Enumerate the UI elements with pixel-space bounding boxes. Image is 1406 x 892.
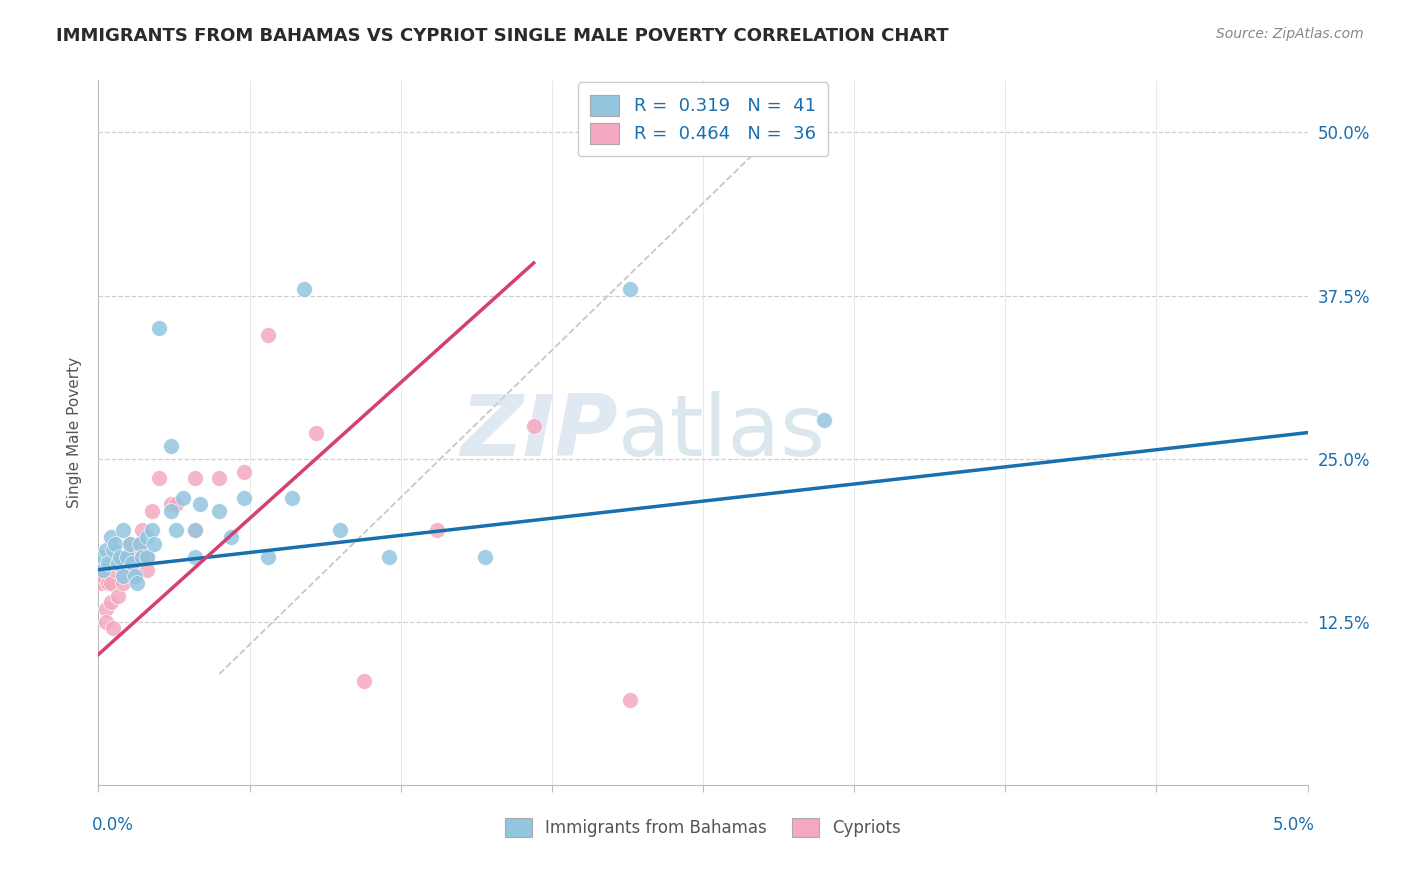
Point xyxy=(91,563,114,577)
Point xyxy=(124,569,146,583)
Point xyxy=(118,536,141,550)
Point xyxy=(305,425,328,440)
Point xyxy=(91,549,114,564)
Point xyxy=(97,575,120,590)
Point xyxy=(108,549,131,564)
Y-axis label: Single Male Poverty: Single Male Poverty xyxy=(67,357,83,508)
Point xyxy=(208,471,231,485)
Point xyxy=(619,282,641,296)
Point xyxy=(188,497,211,511)
Point xyxy=(128,536,150,550)
Point xyxy=(426,524,449,538)
Point xyxy=(141,524,163,538)
Point xyxy=(135,563,157,577)
Point xyxy=(208,504,231,518)
Point xyxy=(101,621,124,635)
Point xyxy=(135,549,157,564)
Point xyxy=(94,615,117,629)
Point xyxy=(100,595,122,609)
Point xyxy=(107,556,129,570)
Point xyxy=(128,536,150,550)
Point xyxy=(131,549,153,564)
Point xyxy=(104,536,127,550)
Legend: Immigrants from Bahamas, Cypriots: Immigrants from Bahamas, Cypriots xyxy=(499,811,907,844)
Text: ZIP: ZIP xyxy=(461,391,619,475)
Point xyxy=(292,282,315,296)
Point xyxy=(100,575,122,590)
Point xyxy=(111,524,134,538)
Point xyxy=(141,504,163,518)
Point xyxy=(111,563,134,577)
Point xyxy=(232,491,254,505)
Point xyxy=(104,563,127,577)
Point xyxy=(184,549,207,564)
Text: IMMIGRANTS FROM BAHAMAS VS CYPRIOT SINGLE MALE POVERTY CORRELATION CHART: IMMIGRANTS FROM BAHAMAS VS CYPRIOT SINGL… xyxy=(56,27,949,45)
Point xyxy=(184,524,207,538)
Point xyxy=(256,549,278,564)
Point xyxy=(94,602,117,616)
Point xyxy=(111,575,134,590)
Point xyxy=(523,419,546,434)
Point xyxy=(353,673,375,688)
Point xyxy=(256,327,278,342)
Point xyxy=(100,530,122,544)
Point xyxy=(121,556,143,570)
Point xyxy=(160,439,183,453)
Point xyxy=(117,549,139,564)
Point xyxy=(117,549,139,564)
Point xyxy=(160,497,183,511)
Point xyxy=(107,589,129,603)
Point xyxy=(101,543,124,558)
Point xyxy=(165,497,187,511)
Text: Source: ZipAtlas.com: Source: ZipAtlas.com xyxy=(1216,27,1364,41)
Text: atlas: atlas xyxy=(619,391,827,475)
Point xyxy=(135,549,157,564)
Point xyxy=(124,569,146,583)
Point xyxy=(184,524,207,538)
Point xyxy=(94,543,117,558)
Point xyxy=(107,549,129,564)
Point xyxy=(148,321,170,335)
Point xyxy=(127,549,149,564)
Point xyxy=(118,536,141,550)
Point xyxy=(90,575,112,590)
Point xyxy=(813,412,835,426)
Point xyxy=(121,563,143,577)
Text: 5.0%: 5.0% xyxy=(1272,816,1315,834)
Point xyxy=(619,693,641,707)
Point xyxy=(143,536,166,550)
Point xyxy=(131,524,153,538)
Point xyxy=(160,504,183,518)
Text: 0.0%: 0.0% xyxy=(91,816,134,834)
Point xyxy=(281,491,304,505)
Point xyxy=(97,556,120,570)
Point xyxy=(329,524,352,538)
Point xyxy=(377,549,399,564)
Point xyxy=(474,549,496,564)
Point xyxy=(91,569,114,583)
Point xyxy=(127,575,149,590)
Point xyxy=(221,530,243,544)
Point xyxy=(165,524,187,538)
Point xyxy=(135,530,157,544)
Point xyxy=(148,471,170,485)
Point xyxy=(184,471,207,485)
Point xyxy=(111,569,134,583)
Point xyxy=(172,491,194,505)
Point xyxy=(232,465,254,479)
